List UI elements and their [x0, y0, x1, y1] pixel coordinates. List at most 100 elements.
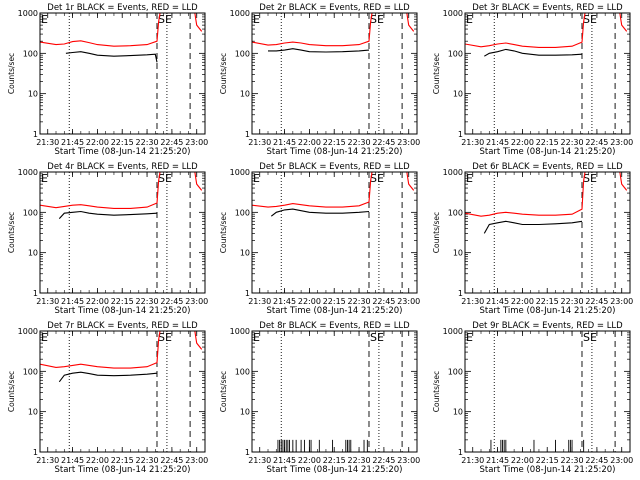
x-tick-label: 22:45 [585, 297, 608, 306]
y-tick-label: 1 [245, 130, 250, 139]
x-tick-label: 23:00 [185, 456, 208, 465]
x-tick-label: 22:30 [348, 456, 371, 465]
panel-det-6: Det 6r BLACK = Events, RED = LLD 1 10 100 10… [432, 162, 633, 316]
annotation-se: SE [158, 331, 172, 344]
x-tick-label: 21:30 [248, 138, 271, 147]
plot-frame [251, 12, 418, 135]
y-tick-label: 1000 [18, 168, 38, 177]
annotation-e: E [253, 331, 260, 344]
annotation-se: SE [583, 13, 597, 26]
x-tick-label: 21:45 [486, 138, 509, 147]
annotation-e: E [41, 331, 48, 344]
y-tick-label: 100 [235, 367, 250, 376]
x-tick-label: 22:45 [585, 138, 608, 147]
y-tick-label: 1 [245, 448, 250, 457]
y-axis-label: Counts/sec [219, 212, 228, 253]
events-series-line [58, 210, 158, 219]
y-tick-label: 10 [453, 249, 463, 258]
y-tick-label: 100 [448, 367, 463, 376]
x-tick-label: 22:45 [372, 138, 395, 147]
x-tick-label: 23:00 [610, 138, 633, 147]
annotation-se: SE [370, 331, 384, 344]
x-tick-label: 22:45 [160, 138, 183, 147]
x-axis-label: Start Time (08-Jun-14 21:25:20) [267, 147, 403, 157]
x-tick-label: 21:45 [273, 138, 296, 147]
events-series-line [483, 220, 583, 234]
x-tick-label: 22:15 [536, 138, 559, 147]
x-tick-label: 22:15 [323, 297, 346, 306]
y-tick-label: 10 [28, 249, 38, 258]
annotation-se: SE [158, 13, 172, 26]
y-tick-label: 10 [453, 408, 463, 417]
lld-series-line [40, 172, 203, 209]
annotation-se: SE [583, 172, 597, 185]
annotation-e: E [41, 172, 48, 185]
y-tick-label: 1000 [443, 9, 463, 18]
x-axis-label: Start Time (08-Jun-14 21:25:20) [55, 147, 191, 157]
y-axis-label: Counts/sec [432, 371, 441, 412]
x-tick-label: 22:45 [585, 456, 608, 465]
plot-frame [464, 330, 631, 453]
x-tick-label: 23:00 [610, 456, 633, 465]
panel-title: Det 7r BLACK = Events, RED = LLD [47, 321, 198, 331]
x-tick-label: 22:15 [111, 138, 134, 147]
x-axis-label: Start Time (08-Jun-14 21:25:20) [480, 147, 616, 157]
x-tick-label: 21:45 [61, 456, 84, 465]
y-tick-label: 1 [33, 448, 38, 457]
events-series-line [268, 48, 370, 53]
x-tick-label: 22:00 [511, 456, 534, 465]
x-tick-label: 22:45 [372, 297, 395, 306]
lld-series-line [40, 331, 203, 369]
y-tick-label: 100 [235, 49, 250, 58]
panel-det-9: Det 9r BLACK = Events, RED = LLD 1 10 100 10… [432, 321, 633, 475]
annotation-e: E [41, 13, 48, 26]
x-tick-label: 22:15 [536, 456, 559, 465]
panel-title: Det 9r BLACK = Events, RED = LLD [472, 321, 623, 331]
x-tick-label: 22:15 [323, 456, 346, 465]
annotation-se: SE [583, 331, 597, 344]
x-tick-label: 22:15 [536, 297, 559, 306]
annotation-se: SE [370, 172, 384, 185]
panel-det-2: Det 2r BLACK = Events, RED = LLD 1 10 100 10… [219, 3, 420, 157]
events-series-line [484, 48, 583, 57]
x-tick-label: 22:00 [298, 456, 321, 465]
x-tick-label: 21:30 [36, 138, 59, 147]
x-axis-label: Start Time (08-Jun-14 21:25:20) [55, 465, 191, 475]
y-tick-label: 1000 [443, 327, 463, 336]
y-tick-label: 1000 [230, 327, 250, 336]
y-tick-label: 10 [28, 408, 38, 417]
x-tick-label: 21:30 [248, 456, 271, 465]
y-tick-label: 1 [458, 130, 463, 139]
x-axis-label: Start Time (08-Jun-14 21:25:20) [55, 306, 191, 316]
x-tick-label: 22:30 [561, 138, 584, 147]
panel-det-3: Det 3r BLACK = Events, RED = LLD 1 10 100 10… [432, 3, 633, 157]
x-tick-label: 22:30 [348, 138, 371, 147]
y-tick-label: 1000 [443, 168, 463, 177]
y-tick-label: 10 [240, 408, 250, 417]
y-tick-label: 1000 [230, 168, 250, 177]
lld-series-line [465, 13, 628, 48]
x-tick-label: 23:00 [610, 297, 633, 306]
x-tick-label: 22:00 [298, 297, 321, 306]
y-tick-label: 1 [33, 130, 38, 139]
y-tick-label: 100 [235, 208, 250, 217]
y-axis-label: Counts/sec [7, 212, 16, 253]
x-tick-label: 22:15 [111, 456, 134, 465]
x-tick-label: 21:30 [461, 456, 484, 465]
x-tick-label: 22:30 [136, 456, 159, 465]
x-tick-label: 22:30 [136, 297, 159, 306]
x-tick-label: 21:30 [248, 297, 271, 306]
x-tick-label: 21:45 [61, 138, 84, 147]
events-series-line [58, 371, 158, 383]
y-axis-label: Counts/sec [219, 53, 228, 94]
x-tick-label: 22:00 [86, 297, 109, 306]
y-tick-label: 10 [240, 90, 250, 99]
panel-det-1: Det 1r BLACK = Events, RED = LLD 1 10 100 10… [7, 3, 208, 157]
y-tick-label: 100 [23, 49, 38, 58]
x-tick-label: 22:30 [136, 138, 159, 147]
y-tick-label: 1000 [18, 327, 38, 336]
plot-frame [464, 12, 631, 135]
x-tick-label: 22:45 [160, 456, 183, 465]
annotation-se: SE [370, 13, 384, 26]
